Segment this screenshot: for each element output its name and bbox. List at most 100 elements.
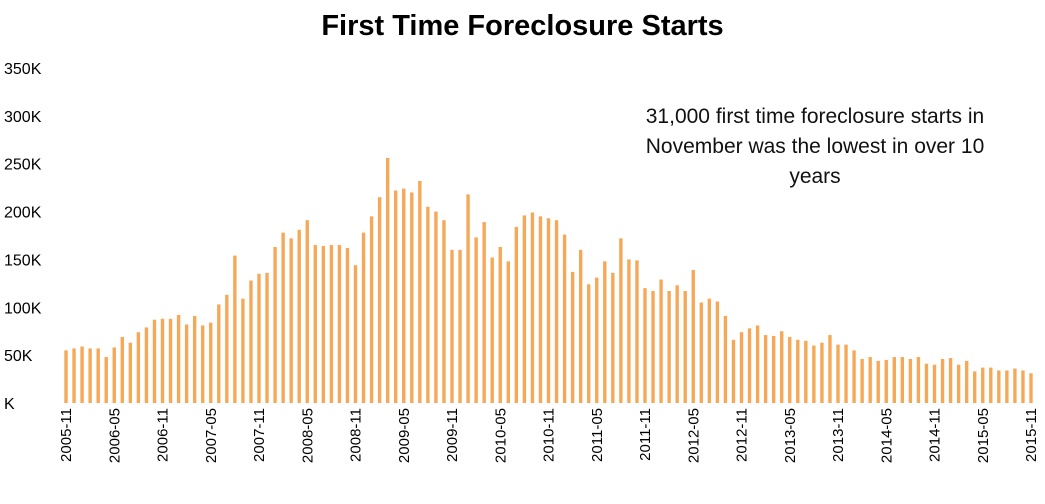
bar [844, 344, 848, 403]
bar [546, 218, 551, 403]
bar [80, 346, 84, 403]
bar [273, 246, 277, 403]
bar [1005, 370, 1009, 403]
y-tick-label: 200K [4, 205, 42, 222]
bar [434, 211, 438, 403]
bar [426, 206, 430, 403]
x-tick-label: 2008-11 [348, 408, 365, 462]
x-tick-label: 2009-11 [444, 408, 461, 462]
bar [956, 364, 961, 403]
x-tick-label: 2007-11 [251, 408, 268, 462]
bar [643, 288, 647, 403]
bar [755, 325, 760, 403]
bar [892, 357, 896, 403]
bar [731, 339, 736, 403]
bar [635, 260, 639, 403]
y-tick-label: 150K [4, 252, 42, 269]
bar [128, 342, 133, 403]
bar [522, 215, 527, 403]
bar [313, 245, 317, 403]
x-tick-label: 2013-05 [782, 408, 799, 463]
y-tick-label: 300K [4, 109, 42, 126]
bar [932, 364, 937, 403]
x-axis: 2005-11 2006-05 2006-11 2007-05 2007-11 2008-… [58, 408, 1040, 463]
bar [940, 358, 945, 403]
bar [506, 261, 510, 403]
bar [836, 344, 840, 403]
bar [265, 272, 269, 403]
bar [723, 315, 728, 403]
bar [168, 318, 173, 403]
bar [72, 348, 76, 403]
bar [812, 345, 816, 403]
bar [667, 291, 671, 403]
bar [257, 273, 261, 403]
bar [587, 284, 591, 403]
bar [707, 298, 712, 403]
bar [410, 192, 414, 403]
bar [281, 232, 285, 403]
bar [964, 360, 969, 403]
bar [780, 331, 784, 403]
bar [96, 348, 100, 403]
x-tick-label: 2009-05 [396, 408, 413, 463]
bar [249, 280, 253, 403]
bar [739, 332, 744, 403]
chart-title: First Time Foreclosure Starts [321, 10, 724, 42]
bar [474, 237, 478, 403]
bar [329, 245, 334, 403]
bar [104, 357, 108, 403]
bar [353, 265, 358, 403]
bar [337, 245, 342, 403]
x-tick-label: 2008-05 [299, 408, 316, 463]
bar [570, 271, 575, 403]
bar [385, 157, 390, 403]
bar [201, 325, 205, 403]
y-tick-label: 100K [4, 300, 42, 317]
bar [916, 357, 921, 403]
bar [466, 194, 470, 403]
bar [876, 360, 880, 403]
bar [120, 336, 124, 403]
x-tick-label: 2015-05 [975, 408, 992, 463]
bar [225, 294, 229, 403]
bar [289, 238, 293, 403]
bar [345, 247, 350, 403]
bar [619, 238, 623, 403]
bar [771, 336, 776, 403]
bar [828, 335, 832, 403]
y-tick-label: 50K [4, 348, 33, 365]
bar [578, 249, 583, 403]
x-tick-label: 2010-11 [541, 408, 558, 462]
bar [209, 322, 213, 403]
bar [192, 315, 197, 403]
bar [763, 335, 768, 403]
x-tick-label: 2013-11 [830, 408, 847, 462]
bar [691, 269, 695, 403]
bar [217, 304, 221, 403]
bar [868, 357, 872, 403]
bar [715, 301, 720, 403]
bar [981, 367, 985, 403]
bar [377, 197, 382, 403]
bar [989, 367, 993, 403]
bar [152, 319, 157, 403]
bar [538, 216, 543, 403]
y-tick-label: K [4, 396, 15, 413]
bar [176, 314, 181, 403]
bar [948, 358, 953, 403]
bar [136, 332, 141, 403]
bar [820, 342, 824, 403]
x-tick-label: 2012-11 [734, 408, 751, 462]
chart-annotation: 31,000 first time foreclosure starts in … [645, 105, 985, 188]
x-tick-label: 2007-05 [203, 408, 220, 463]
bar [530, 212, 535, 403]
bar [442, 220, 446, 403]
bar [659, 279, 663, 403]
x-tick-label: 2011-11 [637, 408, 654, 461]
y-tick-label: 250K [4, 157, 42, 174]
bar [611, 272, 615, 403]
bar [369, 216, 374, 403]
bar [64, 350, 68, 403]
